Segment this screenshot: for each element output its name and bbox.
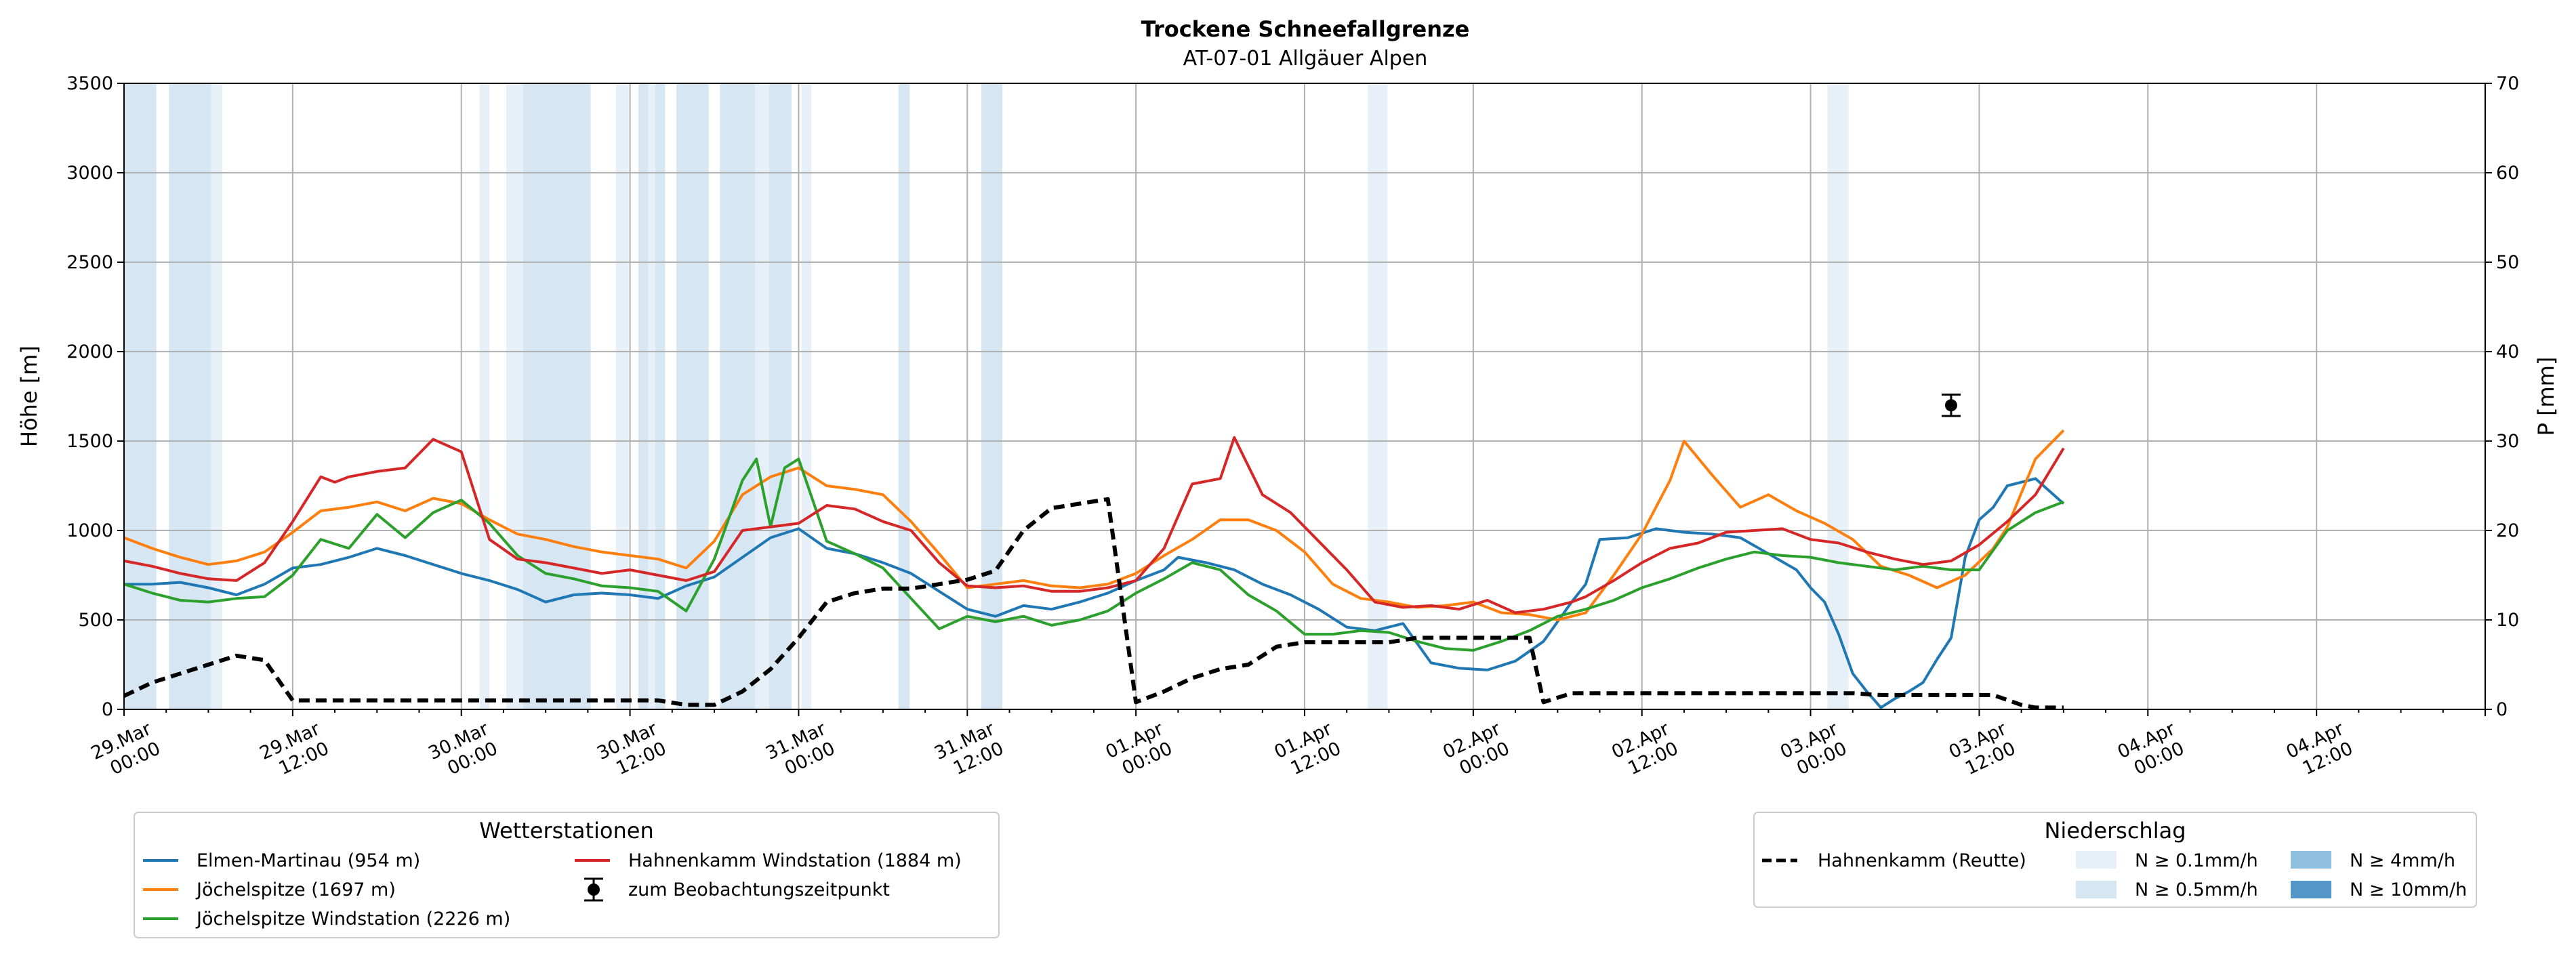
y-left-tick-label: 3000 bbox=[66, 163, 113, 184]
x-tick-label: 29.Mar12:00 bbox=[257, 718, 333, 784]
axes: 29.Mar00:00 29.Mar12:00 30.Mar00:00 30.Mar1… bbox=[66, 73, 2519, 784]
precip-band-16 bbox=[981, 83, 1003, 709]
precipitation-bands bbox=[124, 83, 1849, 709]
x-tick-label: 30.Mar00:00 bbox=[425, 718, 502, 784]
x-tick-label: 02.Apr00:00 bbox=[1439, 718, 1513, 783]
legend-item-hahnenkamm-reutte: Hahnenkamm (Reutte) bbox=[1762, 850, 2026, 871]
legend-label-elmen-martinau: Elmen-Martinau (954 m) bbox=[197, 850, 420, 871]
legend-item-joechelspitze-windstation: Jöchelspitze Windstation (2226 m) bbox=[143, 909, 510, 930]
legend-item-joechelspitze: Jöchelspitze (1697 m) bbox=[143, 879, 396, 900]
legend-item-precip-10: N ≥ 10mm/h bbox=[2291, 879, 2467, 900]
series-line-hahnenkamm-reutte bbox=[123, 497, 2064, 710]
chart-title: Trockene Schneefallgrenze bbox=[1141, 16, 1470, 42]
precip-band-10 bbox=[676, 83, 709, 709]
legend-item-observation: zum Beobachtungszeitpunkt bbox=[584, 877, 890, 902]
y-axis-left-label: Höhe [m] bbox=[16, 346, 42, 447]
observation-marker bbox=[1941, 393, 1961, 417]
legend-label-joechelspitze: Jöchelspitze (1697 m) bbox=[195, 879, 396, 900]
legend-item-precip-4: N ≥ 4mm/h bbox=[2291, 850, 2455, 871]
precip-band-4 bbox=[506, 83, 523, 709]
grid bbox=[123, 83, 2485, 709]
precip-band-0 bbox=[124, 83, 157, 709]
precip-band-9 bbox=[655, 83, 666, 709]
y-right-tick-label: 40 bbox=[2496, 341, 2519, 362]
precip-band-15 bbox=[898, 83, 910, 709]
precip-band-7 bbox=[638, 83, 649, 709]
legend-swatch-precip-01 bbox=[2076, 851, 2117, 869]
y-left-tick-label: 3500 bbox=[66, 73, 113, 94]
x-tick-label: 29.Mar00:00 bbox=[88, 718, 165, 784]
x-tick-label: 01.Apr00:00 bbox=[1103, 718, 1177, 783]
legend-precip-title: Niederschlag bbox=[2044, 818, 2186, 844]
legend-label-precip-05: N ≥ 0.5mm/h bbox=[2135, 879, 2258, 900]
legend-swatch-precip-4 bbox=[2291, 851, 2331, 869]
precip-band-8 bbox=[648, 83, 655, 709]
legend-label-precip-01: N ≥ 0.1mm/h bbox=[2135, 850, 2258, 871]
legend-stations: Wetterstationen Elmen-Martinau (954 m) J… bbox=[134, 812, 1000, 938]
legend-obs-dot bbox=[588, 883, 600, 896]
series-line-hahnenkamm-windstation-1884-m bbox=[123, 436, 2065, 615]
legend-item-precip-05: N ≥ 0.5mm/h bbox=[2076, 879, 2258, 900]
legend-stations-frame bbox=[134, 812, 1000, 938]
legend-label-precip-10: N ≥ 10mm/h bbox=[2350, 879, 2467, 900]
precip-band-3 bbox=[479, 83, 490, 709]
x-tick-label: 02.Apr12:00 bbox=[1608, 718, 1682, 783]
legend-item-elmen-martinau: Elmen-Martinau (954 m) bbox=[143, 850, 420, 871]
x-tick-label: 01.Apr12:00 bbox=[1271, 718, 1345, 783]
precip-band-13 bbox=[769, 83, 792, 709]
y-left-tick-label: 500 bbox=[78, 610, 113, 631]
precip-band-2 bbox=[211, 83, 223, 709]
precip-band-14 bbox=[801, 83, 812, 709]
obs-dot bbox=[1944, 399, 1957, 412]
precip-band-11 bbox=[720, 83, 756, 709]
legend-label-observation: zum Beobachtungszeitpunkt bbox=[628, 879, 890, 900]
y-left-tick-label: 1500 bbox=[66, 431, 113, 452]
precip-band-1 bbox=[169, 83, 211, 709]
y-right-tick-label: 50 bbox=[2496, 252, 2519, 273]
y-left-tick-label: 2000 bbox=[66, 341, 113, 362]
legend-item-hahnenkamm-windstation: Hahnenkamm Windstation (1884 m) bbox=[575, 850, 962, 871]
legend-stations-title: Wetterstationen bbox=[479, 818, 653, 844]
precip-band-18 bbox=[1827, 83, 1849, 709]
legend-swatch-precip-05 bbox=[2076, 881, 2117, 898]
legend-label-precip-4: N ≥ 4mm/h bbox=[2350, 850, 2455, 871]
series-lines bbox=[123, 429, 2065, 710]
series-line-elmen-martinau-954-m bbox=[124, 477, 2065, 709]
precip-band-5 bbox=[523, 83, 591, 709]
y-left-tick-label: 0 bbox=[102, 699, 113, 720]
precip-band-12 bbox=[755, 83, 769, 709]
legend-item-precip-01: N ≥ 0.1mm/h bbox=[2076, 850, 2258, 871]
y-right-tick-label: 60 bbox=[2496, 163, 2519, 184]
x-tick-label: 30.Mar12:00 bbox=[594, 718, 670, 784]
legend-label-hahnenkamm-reutte: Hahnenkamm (Reutte) bbox=[1818, 850, 2026, 871]
legend-swatch-precip-10 bbox=[2291, 881, 2331, 898]
x-tick-label: 03.Apr12:00 bbox=[1946, 718, 2020, 783]
y-left-tick-label: 1000 bbox=[66, 520, 113, 541]
chart-subtitle: AT-07-01 Allgäuer Alpen bbox=[1183, 47, 1428, 70]
precip-band-6 bbox=[615, 83, 629, 709]
x-tick-label: 04.Apr12:00 bbox=[2283, 718, 2357, 783]
y-right-tick-label: 10 bbox=[2496, 610, 2519, 631]
y-right-tick-label: 70 bbox=[2496, 73, 2519, 94]
series-line-joechelspitze-1697-m bbox=[123, 429, 2065, 621]
legend-label-joechelspitze-windstation: Jöchelspitze Windstation (2226 m) bbox=[195, 909, 510, 930]
x-tick-label: 31.Mar12:00 bbox=[931, 718, 1008, 784]
y-right-tick-label: 0 bbox=[2496, 699, 2508, 720]
legend-precip: Niederschlag Hahnenkamm (Reutte) N ≥ 0.1… bbox=[1753, 812, 2477, 908]
legend-label-hahnenkamm-windstation: Hahnenkamm Windstation (1884 m) bbox=[628, 850, 962, 871]
series-line-joechelspitze-windstation-2226-m bbox=[123, 457, 2064, 652]
x-tick-label: 31.Mar00:00 bbox=[762, 718, 839, 784]
x-tick-label: 04.Apr00:00 bbox=[2114, 718, 2188, 783]
y-right-tick-label: 30 bbox=[2496, 431, 2519, 452]
y-right-tick-label: 20 bbox=[2496, 520, 2519, 541]
x-tick-label: 03.Apr00:00 bbox=[1777, 718, 1851, 783]
y-axis-right-label: P [mm] bbox=[2533, 357, 2559, 436]
precip-band-17 bbox=[1368, 83, 1388, 709]
y-left-tick-label: 2500 bbox=[66, 252, 113, 273]
